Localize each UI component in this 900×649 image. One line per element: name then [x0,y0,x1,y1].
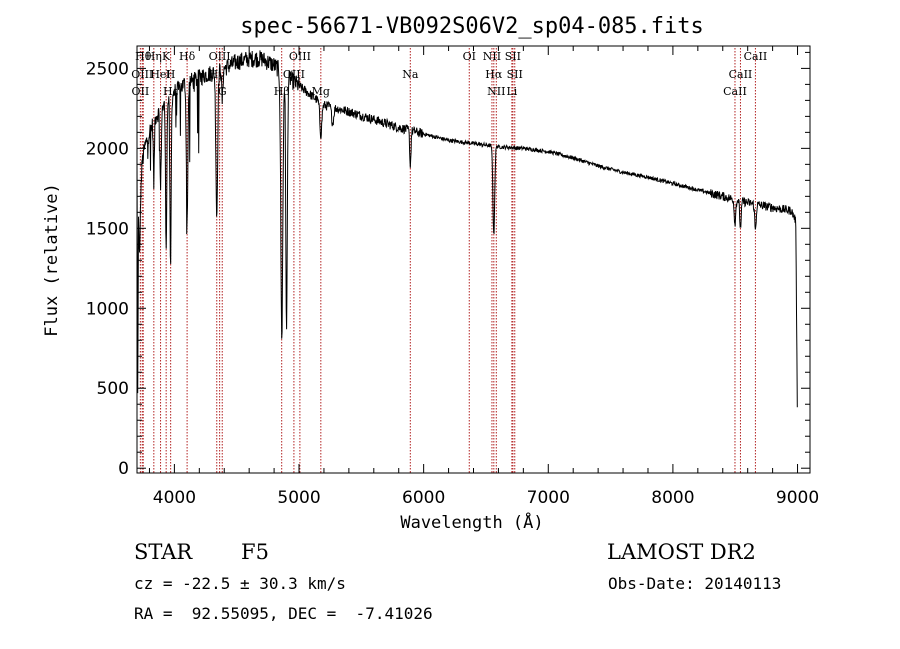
line-label: K [162,50,171,63]
chart-title: spec-56671-VB092S06V2_sp04-085.fits [240,14,704,39]
x-tick-label: 5000 [277,488,320,508]
line-label: CaII [744,50,768,63]
line-label: OIII [209,50,231,63]
line-label: Li [506,85,517,98]
spectral-line-markers [139,48,756,473]
line-label: OI [463,50,476,63]
x-axis: 4000 5000 6000 7000 8000 9000 [148,46,819,508]
line-label: SII [507,68,523,81]
line-label: Hγ [209,68,226,81]
survey-name: LAMOST DR2 [607,540,756,564]
line-label: Hθ [135,50,152,63]
y-tick-label: 2500 [86,59,129,79]
line-label: Hδ [179,50,196,63]
line-label: CaII [723,85,747,98]
x-tick-label: 8000 [651,488,694,508]
y-tick-label: 0 [118,459,129,479]
coordinates-readout: RA = 92.55095, DEC = -7.41026 [134,604,433,623]
line-label: H [166,68,176,81]
line-label: Hβ [274,85,290,98]
y-axis: 0 500 1000 1500 2000 2500 [86,51,810,479]
y-tick-label: 1000 [86,299,129,319]
velocity-readout: cz = -22.5 ± 30.3 km/s [134,574,346,593]
line-label: CaII [729,68,753,81]
x-tick-label: 9000 [776,488,819,508]
y-tick-label: 500 [97,379,129,399]
spectrum-line [136,50,798,408]
spectral-subclass: F5 [241,540,269,564]
x-tick-label: 4000 [153,488,196,508]
line-label: OIII [131,68,153,81]
line-label: NII [483,50,501,63]
x-tick-label: 6000 [402,488,445,508]
x-tick-label: 7000 [527,488,570,508]
y-tick-label: 2000 [86,139,129,159]
plot-frame [136,45,811,474]
line-label: Na [402,68,419,81]
line-label: Hη [146,50,162,63]
line-label: OIII [283,68,305,81]
x-axis-label: Wavelength (Å) [400,511,543,533]
line-label: G [218,85,227,98]
line-label: Mg [312,85,330,98]
line-label: OII [132,85,150,98]
line-label: Hα [485,68,503,81]
line-label: OIII [289,50,311,63]
obs-date: Obs-Date: 20140113 [608,574,782,593]
y-axis-label: Flux (relative) [42,183,62,337]
line-label: SII [505,50,521,63]
line-label: NII [487,85,505,98]
line-label: Hε [163,85,179,98]
object-class: STAR [134,540,193,564]
line-label: HeI [150,68,170,81]
y-tick-label: 1500 [86,219,129,239]
